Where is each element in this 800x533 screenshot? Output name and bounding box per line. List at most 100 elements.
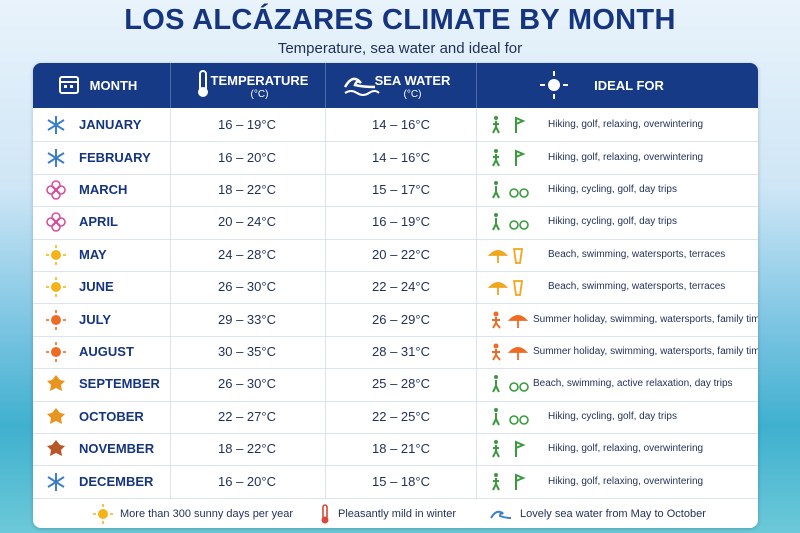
- activity-icons: [492, 148, 526, 167]
- column-divider: [325, 303, 326, 336]
- activity-icons: [492, 311, 529, 329]
- table-row: JULY 29 – 33°C 26 – 29°C Summer holiday, sw…: [33, 303, 758, 337]
- sun-icon: [540, 71, 568, 99]
- ideal-for: Hiking, cycling, golf, day trips: [548, 410, 677, 422]
- season-icon: [47, 440, 65, 457]
- temperature: 16 – 20°C: [218, 473, 276, 489]
- sun-icon: [93, 503, 113, 524]
- column-divider: [170, 368, 171, 401]
- month-name: APRIL: [79, 214, 118, 230]
- sea-water: 14 – 16°C: [372, 149, 430, 165]
- activity-icons: [487, 280, 524, 297]
- table-row: APRIL 20 – 24°C 16 – 19°C Hiking, cycling, …: [33, 206, 758, 240]
- column-divider: [170, 335, 171, 369]
- column-divider: [325, 141, 326, 174]
- season-icon: [47, 472, 65, 491]
- sea-water: 15 – 18°C: [372, 473, 430, 489]
- season-icon: [47, 148, 65, 167]
- table-row: NOVEMBER 18 – 22°C 18 – 21°C Hiking, golf, …: [33, 433, 758, 467]
- temperature: 18 – 22°C: [218, 441, 276, 457]
- season-icon: [46, 244, 66, 265]
- column-divider: [170, 206, 171, 239]
- footer-note: More than 300 sunny days per year: [120, 507, 294, 520]
- sea-water: 25 – 28°C: [372, 376, 430, 392]
- ideal-for: Hiking, golf, relaxing, overwintering: [548, 443, 704, 455]
- header-label: SEA WATER: [374, 73, 451, 88]
- subtitle: Temperature, sea water and ideal for: [277, 40, 523, 57]
- column-divider: [325, 368, 326, 401]
- column-divider: [476, 465, 477, 498]
- column-divider: [170, 141, 171, 174]
- activity-icons: [492, 472, 526, 491]
- header-label: IDEAL FOR: [594, 78, 664, 93]
- column-divider: [170, 238, 171, 271]
- column-divider: [476, 433, 477, 466]
- sea-water: 14 – 16°C: [372, 117, 430, 133]
- month-name: SEPTEMBER: [79, 376, 160, 392]
- column-divider: [476, 368, 477, 401]
- header-divider: [170, 63, 171, 108]
- temperature: 26 – 30°C: [218, 279, 276, 295]
- column-divider: [325, 271, 326, 304]
- activity-icons: [492, 407, 529, 426]
- column-divider: [170, 400, 171, 433]
- temperature: 29 – 33°C: [218, 311, 276, 327]
- month-name: MAY: [79, 246, 107, 262]
- footer-note: Lovely sea water from May to October: [520, 507, 706, 520]
- ideal-for: Hiking, golf, relaxing, overwintering: [548, 475, 704, 487]
- ideal-for: Hiking, golf, relaxing, overwintering: [548, 119, 704, 131]
- ideal-for: Hiking, cycling, golf, day trips: [548, 216, 677, 228]
- column-divider: [170, 303, 171, 336]
- season-icon: [46, 341, 66, 362]
- month-name: OCTOBER: [79, 408, 144, 424]
- column-divider: [325, 400, 326, 433]
- month-name: JUNE: [79, 279, 114, 295]
- footer-note: Pleasantly mild in winter: [338, 507, 456, 520]
- season-icon: [46, 180, 66, 200]
- column-divider: [476, 400, 477, 433]
- table-row: SEPTEMBER 26 – 30°C 25 – 28°C Beach, swimmi…: [33, 368, 758, 402]
- header-unit: (°C): [250, 89, 269, 100]
- activity-icons: [492, 440, 526, 458]
- column-divider: [325, 109, 326, 142]
- column-divider: [476, 206, 477, 239]
- wave-icon: [343, 77, 380, 96]
- column-divider: [170, 465, 171, 498]
- month-name: JULY: [79, 311, 112, 327]
- ideal-for: Hiking, cycling, golf, day trips: [548, 183, 677, 195]
- season-icon: [46, 277, 66, 298]
- column-divider: [170, 173, 171, 207]
- activity-icons: [492, 213, 529, 231]
- column-divider: [476, 173, 477, 207]
- table-row: OCTOBER 22 – 27°C 22 – 25°C Hiking, cycling…: [33, 400, 758, 434]
- month-name: AUGUST: [79, 343, 134, 359]
- table-row: MAY 24 – 28°C 20 – 22°C Beach, swimming, wa…: [33, 238, 758, 272]
- ideal-for: Beach, swimming, watersports, terraces: [548, 281, 726, 293]
- column-divider: [476, 303, 477, 336]
- climate-table: MONTH TEMPERATURE (°C) SEA WATER (°C) IDEAL F…: [33, 63, 758, 528]
- sea-water: 26 – 29°C: [372, 311, 430, 327]
- season-icon: [46, 212, 66, 233]
- header-divider: [325, 63, 326, 108]
- column-divider: [325, 465, 326, 498]
- table-row: JANUARY 16 – 19°C 14 – 16°C Hiking, golf, r…: [33, 109, 758, 143]
- column-divider: [325, 238, 326, 271]
- sea-water: 15 – 17°C: [372, 181, 430, 197]
- month-name: DECEMBER: [79, 473, 154, 489]
- table-row: DECEMBER 16 – 20°C 15 – 18°C Hiking, golf, …: [33, 465, 758, 499]
- column-divider: [170, 433, 171, 466]
- activity-icons: [487, 247, 524, 264]
- activity-icons: [492, 116, 526, 134]
- column-divider: [170, 271, 171, 304]
- sea-water: 20 – 22°C: [372, 246, 430, 262]
- table-row: JUNE 26 – 30°C 22 – 24°C Beach, swimming, w…: [33, 271, 758, 305]
- activity-icons: [492, 343, 529, 361]
- header-label: MONTH: [89, 78, 138, 93]
- header-label: TEMPERATURE: [210, 73, 309, 88]
- column-divider: [325, 206, 326, 239]
- sea-water: 16 – 19°C: [372, 214, 430, 230]
- header-unit: (°C): [403, 89, 422, 100]
- temperature: 22 – 27°C: [218, 408, 276, 424]
- month-name: FEBRUARY: [79, 149, 151, 165]
